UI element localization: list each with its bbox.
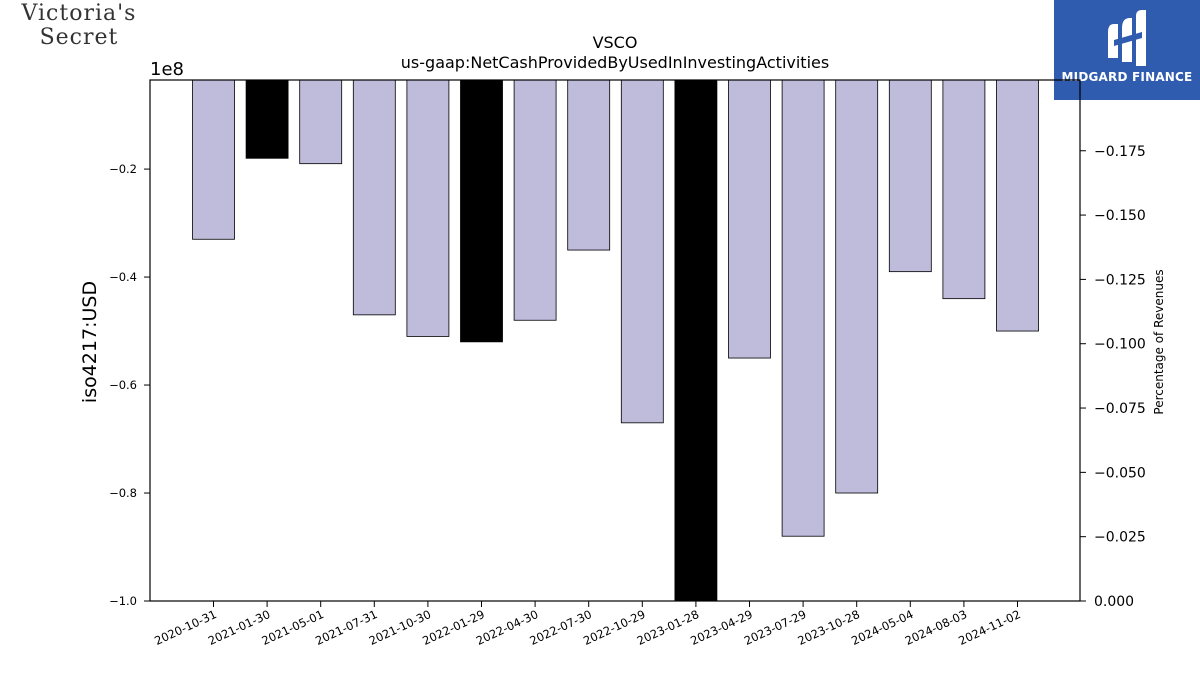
y-tick-label: −0.4 bbox=[109, 270, 137, 284]
brand-name: MIDGARD FINANCE bbox=[1061, 70, 1193, 84]
bar-2023-10-28 bbox=[835, 79, 879, 494]
chart-title: VSCO bbox=[593, 33, 638, 52]
bar-2022-01-29 bbox=[460, 79, 503, 343]
y2-tick-label: −0.025 bbox=[1094, 530, 1146, 546]
bar-2022-04-30 bbox=[513, 79, 557, 321]
victorias-secret-logo: Victoria's Secret bbox=[4, 2, 154, 50]
y2-tick-label: −0.150 bbox=[1094, 208, 1146, 224]
bar-2020-10-31 bbox=[192, 79, 235, 240]
bar-2023-04-29 bbox=[728, 79, 771, 359]
chart-subtitle: us-gaap:NetCashProvidedByUsedInInvesting… bbox=[401, 53, 829, 72]
y2-axis-label: Percentage of Revenues bbox=[1152, 269, 1166, 414]
x-tick-label: 2024-11-02 bbox=[956, 607, 1022, 648]
midgard-finance-logo: MIDGARD FINANCE bbox=[1054, 0, 1200, 100]
plot-frame bbox=[149, 79, 1081, 602]
y-axis-label: iso4217:USD bbox=[79, 281, 101, 403]
bar-2021-10-30 bbox=[406, 79, 450, 337]
y2-tick-label: −0.075 bbox=[1094, 401, 1146, 417]
bar-2023-01-28 bbox=[674, 79, 718, 602]
logo-line-2: Secret bbox=[39, 25, 119, 50]
y2-tick-label: 0.000 bbox=[1094, 594, 1134, 610]
y2-tick-label: −0.125 bbox=[1094, 272, 1146, 288]
bar-2024-05-04 bbox=[888, 79, 932, 273]
bar-2021-01-30 bbox=[245, 79, 289, 159]
y2-tick-label: −0.050 bbox=[1094, 465, 1146, 481]
y-tick-label: −0.6 bbox=[109, 378, 137, 392]
y-tick-label: −0.2 bbox=[109, 162, 137, 176]
bar-2021-05-01 bbox=[299, 79, 343, 165]
y2-tick-label: −0.100 bbox=[1094, 337, 1146, 353]
y-tick-label: −1.0 bbox=[109, 594, 137, 608]
bar-2021-07-31 bbox=[352, 79, 396, 316]
bar-2024-11-02 bbox=[996, 79, 1039, 332]
bar-2023-07-29 bbox=[781, 79, 825, 537]
midgard-mark-icon bbox=[1108, 10, 1146, 66]
bar-2022-07-30 bbox=[567, 79, 611, 251]
y-axis-offset-label: 1e8 bbox=[150, 59, 184, 80]
y2-tick-label: −0.175 bbox=[1094, 144, 1146, 160]
y-tick-label: −0.8 bbox=[109, 486, 137, 500]
bar-2024-08-03 bbox=[942, 79, 986, 300]
logo-line-1: Victoria's bbox=[21, 1, 137, 26]
bar-2022-10-29 bbox=[620, 79, 664, 424]
